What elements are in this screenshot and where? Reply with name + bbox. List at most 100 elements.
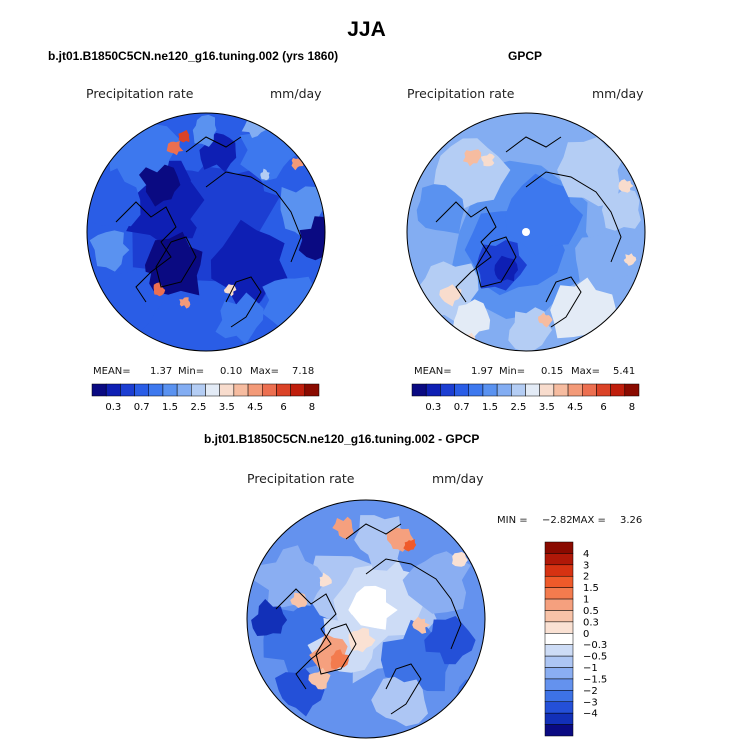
panel1-map-border: [86, 112, 326, 352]
panel1-high-precip-patch: [291, 158, 304, 171]
panel1-colorbar-tick-label: 6: [280, 402, 286, 413]
panel1-mean-value: 1.37: [150, 366, 173, 377]
panel1-field-patch: [139, 164, 181, 207]
panel2-colorbar-swatch: [582, 383, 597, 397]
panel2-high-precip-patch: [538, 312, 553, 328]
panel3-colorbar-swatch: [544, 724, 574, 737]
panel1-field-patch: [298, 216, 325, 261]
panel3-colorbar-swatch: [544, 541, 574, 554]
panel3-coastline: [385, 663, 422, 715]
panel3-field-patch: [251, 599, 288, 636]
panel3-title: b.jt01.B1850C5CN.ne120_g16.tuning.002 - …: [204, 432, 480, 446]
panel2-colorbar-swatch: [454, 383, 469, 397]
panel2-colorbar-tick-label: 1.5: [482, 402, 498, 413]
panel1-colorbar-swatch: [105, 383, 121, 397]
panel3-anomaly-patch: [319, 572, 332, 587]
panel3-colorbar-tick-label: −1.5: [583, 674, 607, 685]
panel1-colorbar-swatch: [191, 383, 206, 397]
panel2-high-precip-patch: [481, 153, 495, 167]
panel1-colorbar-swatch: [276, 383, 291, 397]
panel1-field-patch: [89, 230, 130, 272]
panel2-field-patch: [601, 188, 641, 231]
panel1-mean-label: MEAN=: [93, 366, 131, 377]
panel3-colorbar-tick-label: 1: [583, 595, 589, 606]
panel3-anomaly-patch: [452, 551, 468, 567]
panel1-colorbar-swatch: [247, 383, 263, 397]
panel2-max-label: Max=: [571, 366, 601, 377]
panel2-high-precip-patch: [463, 149, 482, 167]
panel2-field-patch: [494, 255, 518, 282]
panel2-colorbar-swatch: [468, 383, 484, 397]
panel1-high-precip-patch: [153, 282, 166, 297]
panel2-pole-hole: [522, 228, 530, 236]
panel2-mean-value: 1.97: [471, 366, 494, 377]
panel3-field-patch: [402, 551, 471, 614]
panel2-colorbar-tick-label: 0.3: [425, 402, 441, 413]
panel3-colorbar-swatch: [544, 587, 574, 600]
panel2-colorbar-swatch: [553, 383, 569, 397]
colorbars: 0.3 0.7 1.5 2.5 3.5 4.5 6 8 0.3 0.7 1.5 2.5 3.5 4.5 6 8…: [91, 383, 640, 737]
panel1-coastline: [115, 201, 177, 303]
panel2-colorbar-tick-label: 2.5: [510, 402, 526, 413]
panel2-colorbar-swatch: [525, 383, 540, 397]
panel2-colorbar-tick-label: 0.7: [454, 402, 470, 413]
panel1-colorbar-swatch: [219, 383, 235, 397]
panel2-field-patch: [452, 299, 491, 338]
panel3-colorbar-tick-label: −0.5: [583, 652, 607, 663]
panel2-colorbar-swatch: [596, 383, 611, 397]
panel3-field-patch: [354, 515, 401, 571]
panel2-coastline: [505, 136, 562, 153]
panel3-max-label: MAX =: [572, 515, 606, 526]
panel3-map: [247, 500, 485, 738]
panel3-anomaly-patch: [332, 516, 354, 540]
panel1-colorbar-tick-label: 8: [309, 402, 315, 413]
panel1-units: mm/day: [270, 86, 322, 101]
panel1-high-precip-patch: [179, 297, 191, 309]
panel1-colorbar-swatch: [290, 383, 306, 397]
panel2-field-patch: [550, 277, 617, 339]
panel3-colorbar-swatch: [544, 553, 574, 566]
panel3-coastline: [365, 558, 462, 650]
panel1-variable: Precipitation rate: [86, 86, 194, 101]
panel1-colorbar-tick-label: 1.5: [162, 402, 178, 413]
panel1-coastline: [225, 276, 262, 328]
panel2-colorbar-swatch: [624, 383, 640, 397]
panel2-colorbar-swatch: [567, 383, 583, 397]
panel3-colorbar-tick-label: 0.3: [583, 617, 599, 628]
panel1-colorbar-swatch: [134, 383, 149, 397]
panel2-min-value: 0.15: [541, 366, 564, 377]
panel2-colorbar-tick-label: 6: [600, 402, 606, 413]
figure-title: JJA: [347, 18, 386, 41]
panel3-colorbar-swatch: [544, 712, 574, 725]
panel3-map-border: [246, 499, 486, 739]
panel1-coastline: [155, 236, 197, 288]
panel3-colorbar-tick-label: 2: [583, 572, 589, 583]
panel3-colorbar-swatch: [544, 621, 574, 634]
panel3-colorbar-tick-label: 3: [583, 560, 589, 571]
panel2-colorbar-swatch: [610, 383, 626, 397]
panel2-coastline: [435, 201, 497, 303]
panel1-high-precip-patch: [178, 129, 190, 143]
panel1-colorbar-swatch: [91, 383, 107, 397]
panel1-high-precip-patch: [139, 114, 152, 126]
panel1-min-value: 0.10: [220, 366, 243, 377]
panel3-colorbar-tick-label: −1: [583, 663, 598, 674]
panel2-colorbar-swatch: [440, 383, 455, 397]
panel2-colorbar-tick-label: 8: [629, 402, 635, 413]
panel3-pole-hole: [362, 615, 370, 623]
panel3-colorbar-swatch: [544, 667, 574, 680]
panel3-colorbar-swatch: [544, 678, 574, 691]
panel2-coastline: [475, 236, 517, 288]
panel2-map: [407, 113, 645, 351]
panel1-colorbar-swatch: [205, 383, 220, 397]
panel2-colorbar-swatch: [539, 383, 555, 397]
panel2-max-value: 5.41: [613, 366, 636, 377]
panel2-high-precip-patch: [618, 179, 634, 193]
panel3-colorbar-tick-label: −3: [583, 697, 598, 708]
panel3-colorbar-tick-label: 1.5: [583, 583, 599, 594]
panel1-colorbar-swatch: [148, 383, 164, 397]
panel3-colorbar-tick-label: −4: [583, 709, 598, 720]
panel2-colorbar-swatch: [411, 383, 427, 397]
panel1-colorbar-tick-label: 0.3: [105, 402, 121, 413]
panel3-colorbar-swatch: [544, 564, 574, 577]
